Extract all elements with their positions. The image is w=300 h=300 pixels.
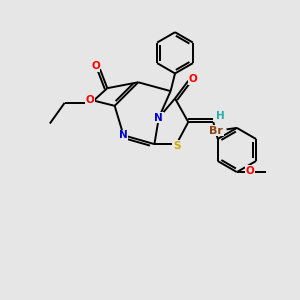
Text: N: N <box>119 130 128 140</box>
Text: O: O <box>246 166 254 176</box>
Text: H: H <box>216 111 225 121</box>
Text: S: S <box>173 141 180 151</box>
Text: Br: Br <box>209 126 223 136</box>
Text: N: N <box>154 112 163 123</box>
Text: O: O <box>91 61 100 71</box>
Text: O: O <box>85 95 94 105</box>
Text: O: O <box>188 74 197 84</box>
